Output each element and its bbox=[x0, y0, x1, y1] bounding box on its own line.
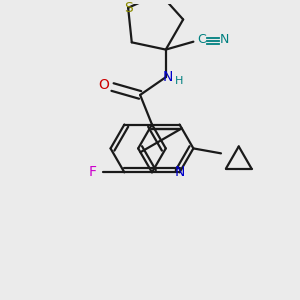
Text: H: H bbox=[174, 76, 183, 86]
Text: C: C bbox=[197, 33, 206, 46]
Text: N: N bbox=[220, 33, 230, 46]
Text: O: O bbox=[98, 78, 109, 92]
Text: N: N bbox=[163, 70, 173, 84]
Text: N: N bbox=[174, 165, 185, 179]
Text: S: S bbox=[124, 1, 133, 15]
Text: F: F bbox=[89, 165, 97, 179]
